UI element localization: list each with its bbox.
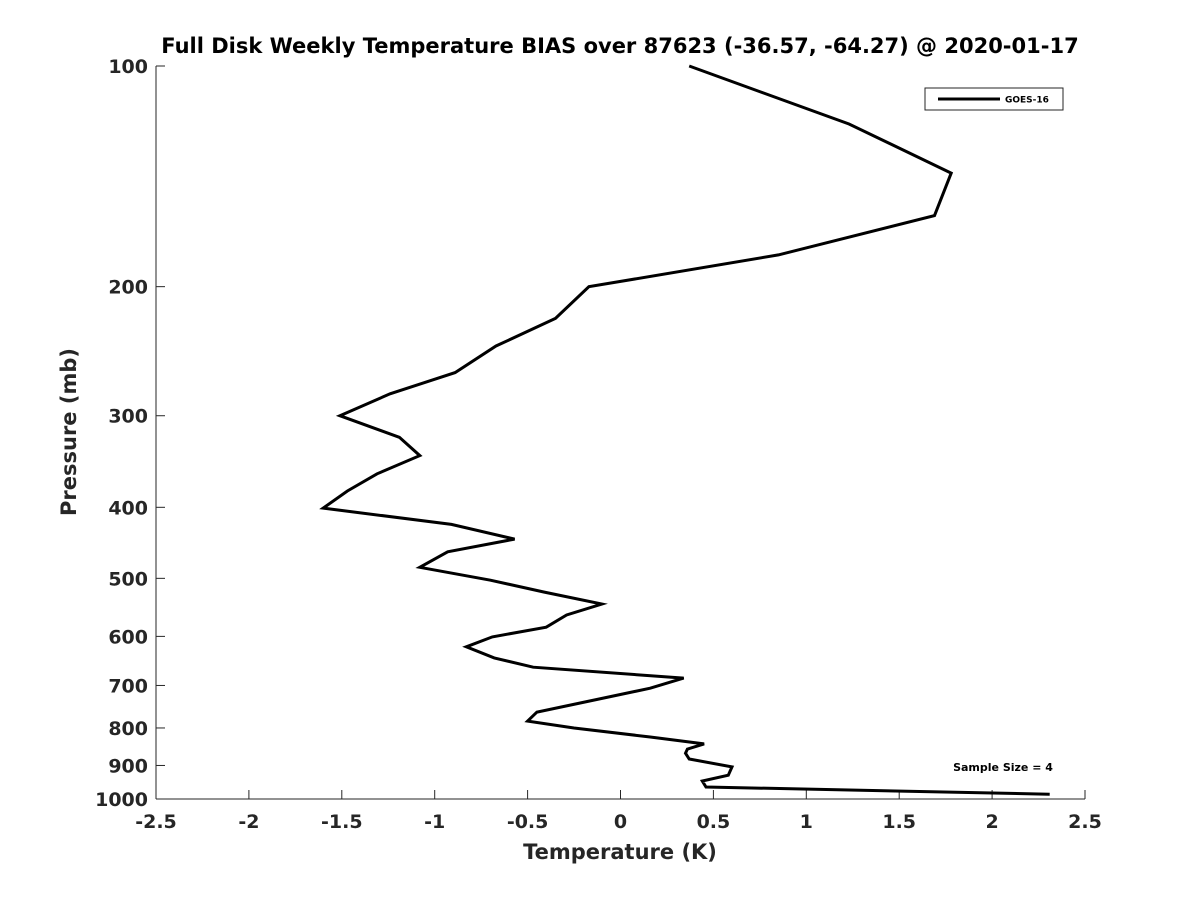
y-tick-label: 800 — [108, 718, 148, 740]
y-tick-label: 100 — [108, 56, 148, 78]
y-tick-label: 500 — [108, 568, 148, 590]
x-axis-label: Temperature (K) — [523, 840, 717, 864]
y-tick-label: 700 — [108, 675, 148, 697]
x-tick-label: 2.5 — [1068, 811, 1102, 833]
chart-title: Full Disk Weekly Temperature BIAS over 8… — [161, 34, 1078, 58]
axes: -2.5 -2 -1.5 -1 -0.5 0 0.5 1 1.5 2 2.5 100 200 300 400… — [95, 56, 1102, 833]
x-tick-label: -2 — [238, 811, 259, 833]
x-tick-label: -1 — [424, 811, 445, 833]
y-tick-label: 900 — [108, 755, 148, 777]
x-tick-label: 0 — [614, 811, 627, 833]
series-line-goes-16 — [319, 64, 1050, 796]
y-tick-label: 600 — [108, 626, 148, 648]
x-tick-label: -2.5 — [135, 811, 177, 833]
y-tick-label: 1000 — [95, 789, 148, 811]
plot-area — [319, 64, 1050, 796]
y-tick-label: 400 — [108, 497, 148, 519]
legend-label-goes-16: GOES-16 — [1005, 96, 1049, 106]
x-tick-label: -0.5 — [507, 811, 549, 833]
x-tick-label: 1.5 — [882, 811, 916, 833]
sample-size-annotation: Sample Size = 4 — [953, 761, 1053, 774]
y-tick-label: 300 — [108, 406, 148, 428]
legend: GOES-16 — [924, 87, 1064, 111]
x-tick-label: 1 — [800, 811, 813, 833]
x-tick-label: 0.5 — [697, 811, 731, 833]
x-tick-label: 2 — [985, 811, 998, 833]
y-tick-label: 200 — [108, 277, 148, 299]
x-tick-label: -1.5 — [321, 811, 363, 833]
y-axis-label: Pressure (mb) — [57, 348, 81, 516]
